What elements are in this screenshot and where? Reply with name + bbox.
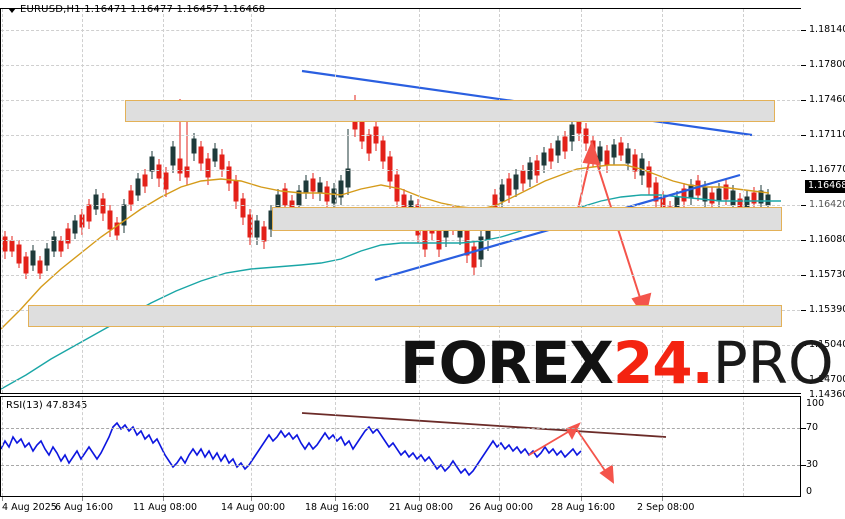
time-tick-label: 6 Aug 16:00 xyxy=(55,502,114,513)
price-tick-label: 1.16420 xyxy=(809,199,845,210)
price-tick-label: 1.15390 xyxy=(809,304,845,315)
rsi-level-70 xyxy=(1,428,800,429)
rsi-tick-label: 0 xyxy=(806,486,813,497)
watermark-pro-text: PRO xyxy=(712,329,834,397)
rsi-series-svg xyxy=(1,412,667,484)
time-tick-label: 14 Aug 00:00 xyxy=(221,502,286,513)
price-tick-label: 1.18140 xyxy=(809,24,845,35)
demand-zone-lower xyxy=(28,305,782,327)
rsi-plot-area[interactable] xyxy=(1,397,800,496)
rsi-indicator-label: RSI(13) 47.8345 xyxy=(6,400,88,411)
rsi-level-30 xyxy=(1,465,800,466)
price-tick-label: 1.15730 xyxy=(809,269,845,280)
supply-zone-upper xyxy=(125,100,775,122)
rsi-tick-label: 70 xyxy=(806,422,819,433)
watermark-24-text: 24 xyxy=(612,329,693,397)
current-price-tag: 1.16468 xyxy=(805,180,845,193)
time-tick-label: 26 Aug 00:00 xyxy=(469,502,534,513)
main-chart-plot-area[interactable] xyxy=(1,9,800,393)
chart-title: EURUSD,H1 1.16471 1.16477 1.16457 1.1646… xyxy=(20,4,266,15)
price-tick-label: 1.14360 xyxy=(809,389,845,400)
time-tick-label: 18 Aug 16:00 xyxy=(305,502,370,513)
chevron-down-icon[interactable] xyxy=(8,8,16,13)
time-tick-label: 28 Aug 16:00 xyxy=(551,502,616,513)
time-tick-label: 11 Aug 08:00 xyxy=(133,502,198,513)
rsi-tick-label: 100 xyxy=(806,398,825,409)
price-tick-label: 1.17110 xyxy=(809,129,845,140)
price-tick-label: 1.17800 xyxy=(809,59,845,70)
price-tick-label: 1.17460 xyxy=(809,94,845,105)
watermark-forex-text: FOREX xyxy=(400,329,614,397)
price-tick-label: 1.15040 xyxy=(809,339,845,350)
rsi-chart-frame xyxy=(0,396,801,497)
price-tick-label: 1.14700 xyxy=(809,374,845,385)
time-tick-label: 21 Aug 08:00 xyxy=(389,502,454,513)
forex24pro-watermark: FOREX24.PRO xyxy=(400,334,834,392)
rsi-descending-trendline xyxy=(301,412,667,438)
rsi-line xyxy=(1,421,582,477)
watermark-dot: . xyxy=(691,329,714,397)
ma-fast-line xyxy=(1,164,770,330)
candlestick-series xyxy=(2,95,771,279)
rsi-forecast-arrow xyxy=(528,422,615,484)
time-tick-label: 2 Sep 08:00 xyxy=(637,502,695,513)
ma-slow-line xyxy=(1,194,781,390)
price-tick-label: 1.16770 xyxy=(809,164,845,175)
price-tick-label: 1.16080 xyxy=(809,234,845,245)
time-tick-label: 4 Aug 2025 xyxy=(2,502,57,513)
main-chart-frame xyxy=(0,8,801,394)
rsi-tick-label: 30 xyxy=(806,459,819,470)
supply-zone-middle xyxy=(272,207,782,231)
